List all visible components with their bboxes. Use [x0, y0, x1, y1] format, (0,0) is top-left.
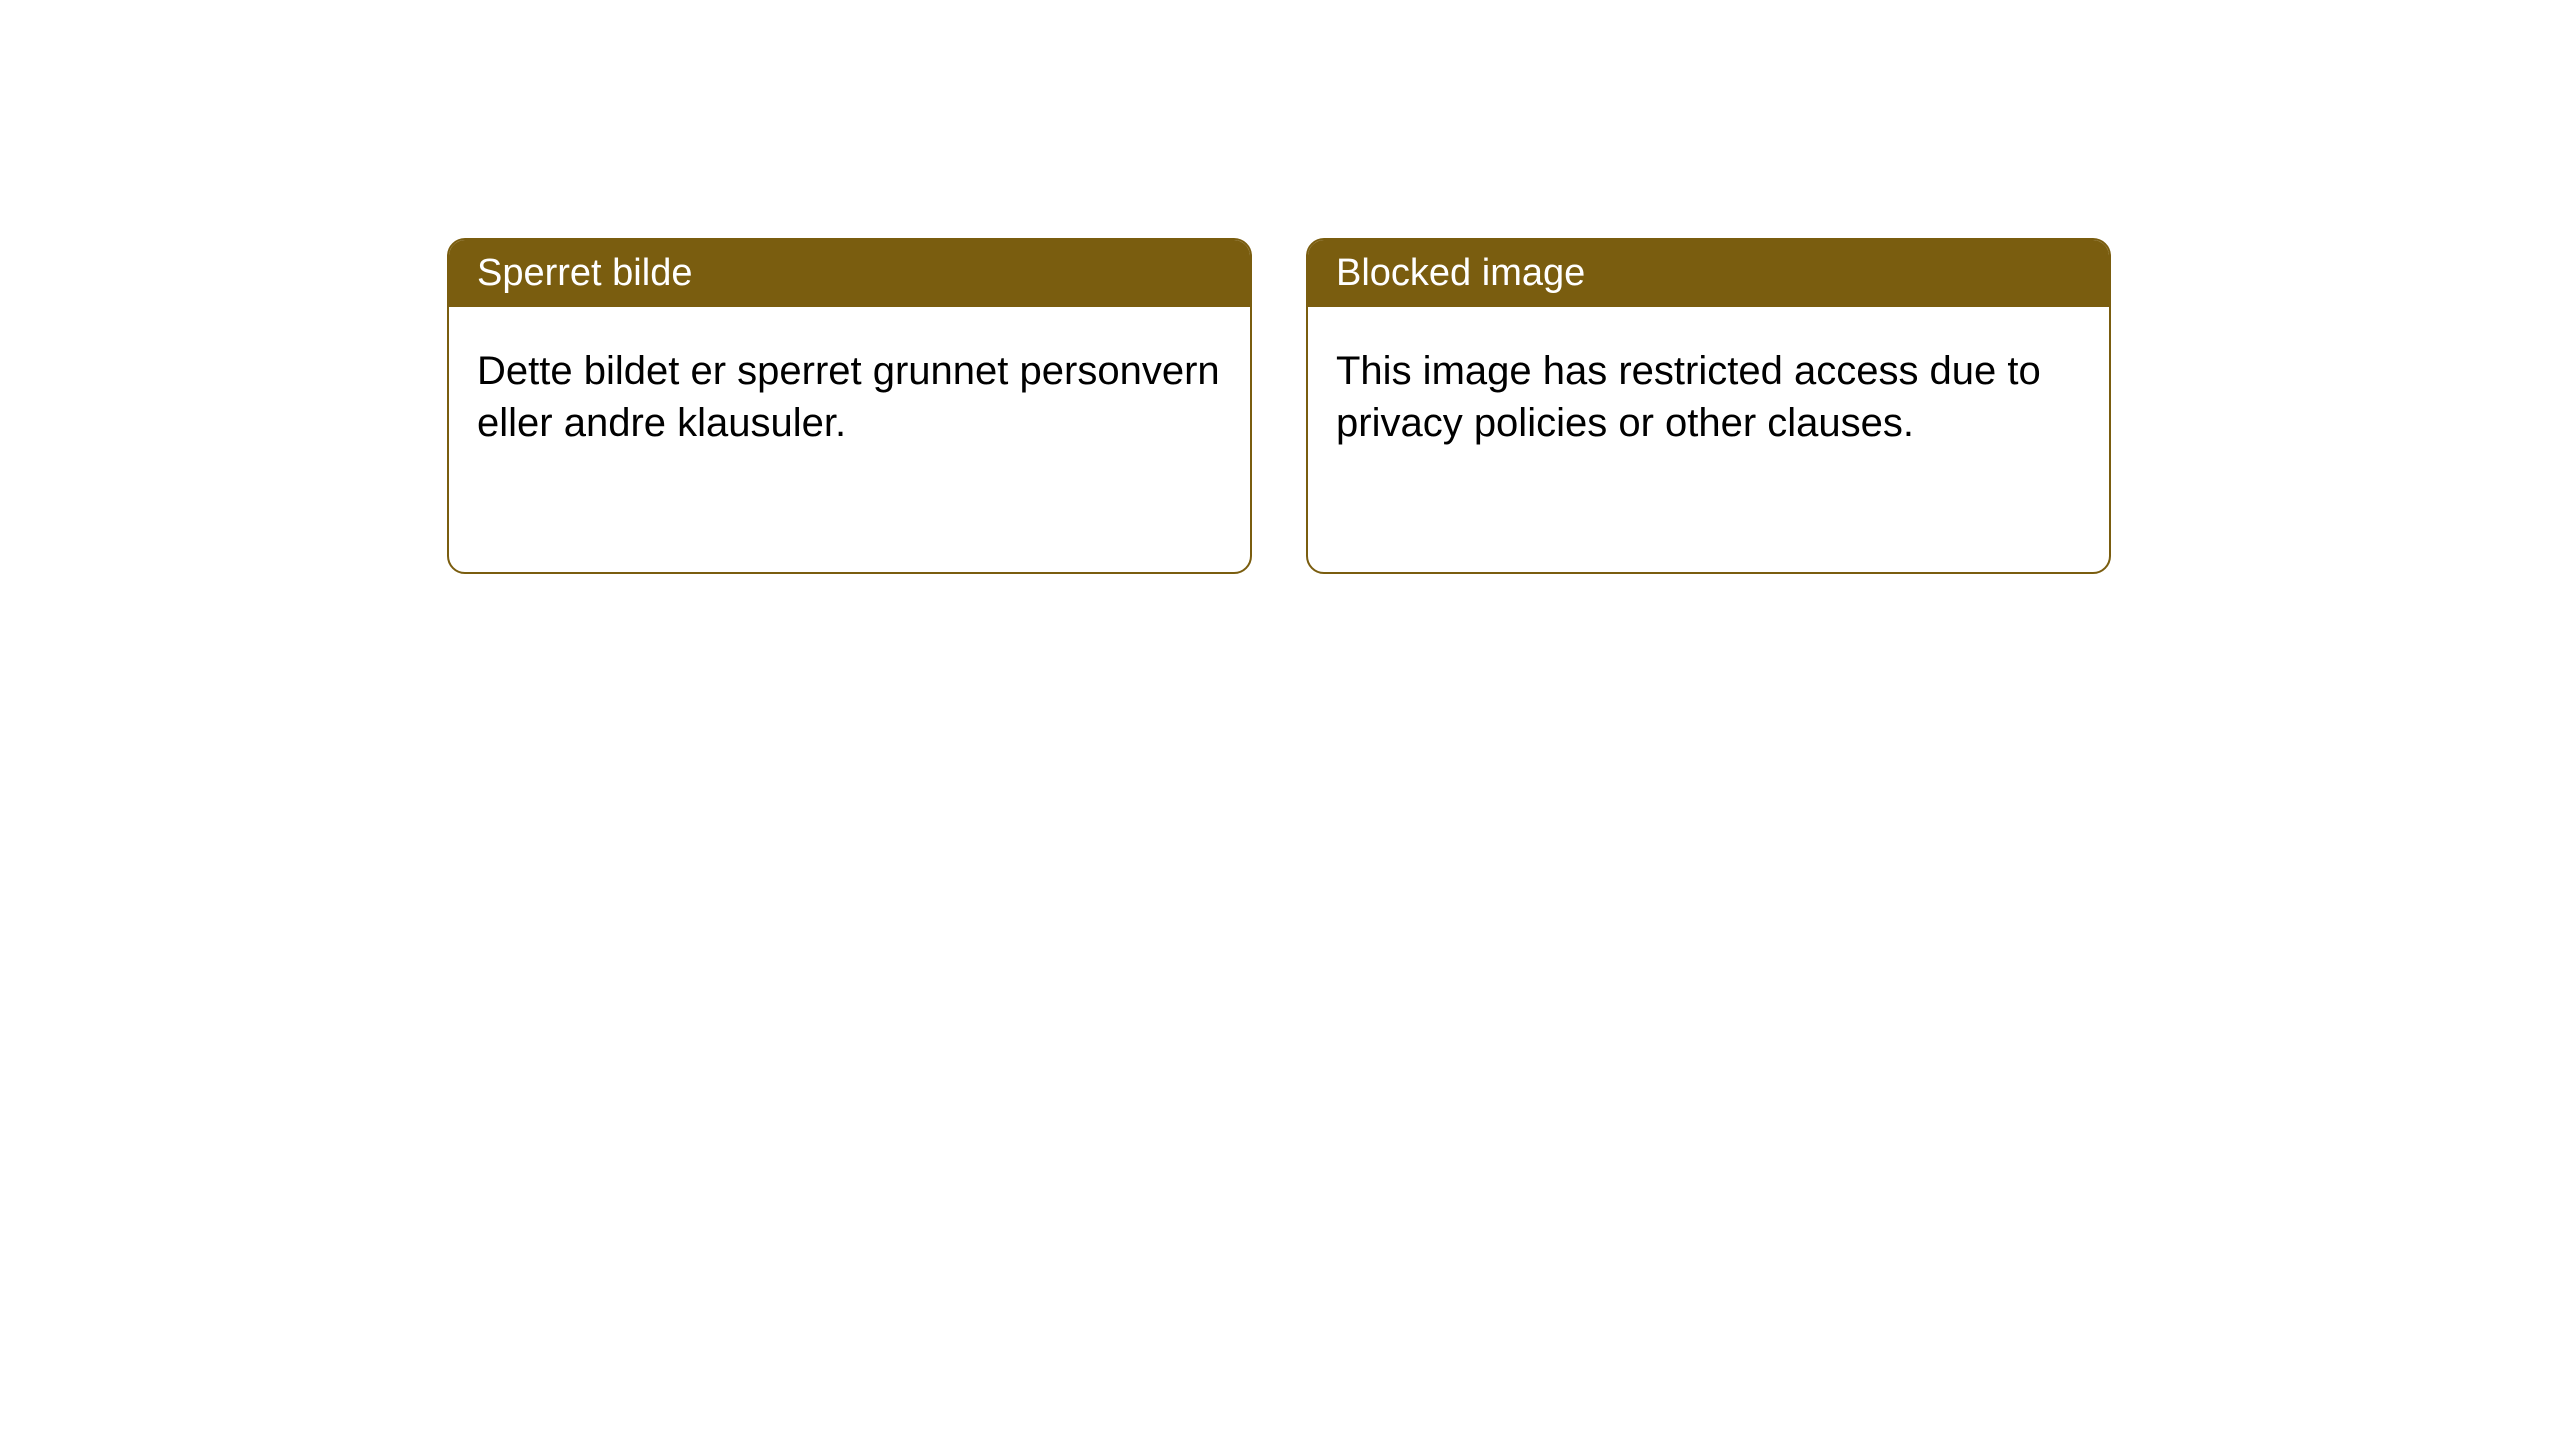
notice-container: Sperret bilde Dette bildet er sperret gr…	[0, 0, 2560, 574]
card-body: This image has restricted access due to …	[1308, 307, 2109, 487]
card-header: Sperret bilde	[449, 240, 1250, 307]
notice-card-norwegian: Sperret bilde Dette bildet er sperret gr…	[447, 238, 1252, 574]
card-body-text: Dette bildet er sperret grunnet personve…	[477, 349, 1220, 445]
card-body-text: This image has restricted access due to …	[1336, 349, 2041, 445]
card-title: Blocked image	[1336, 252, 1585, 294]
notice-card-english: Blocked image This image has restricted …	[1306, 238, 2111, 574]
card-title: Sperret bilde	[477, 252, 692, 294]
card-header: Blocked image	[1308, 240, 2109, 307]
card-body: Dette bildet er sperret grunnet personve…	[449, 307, 1250, 487]
